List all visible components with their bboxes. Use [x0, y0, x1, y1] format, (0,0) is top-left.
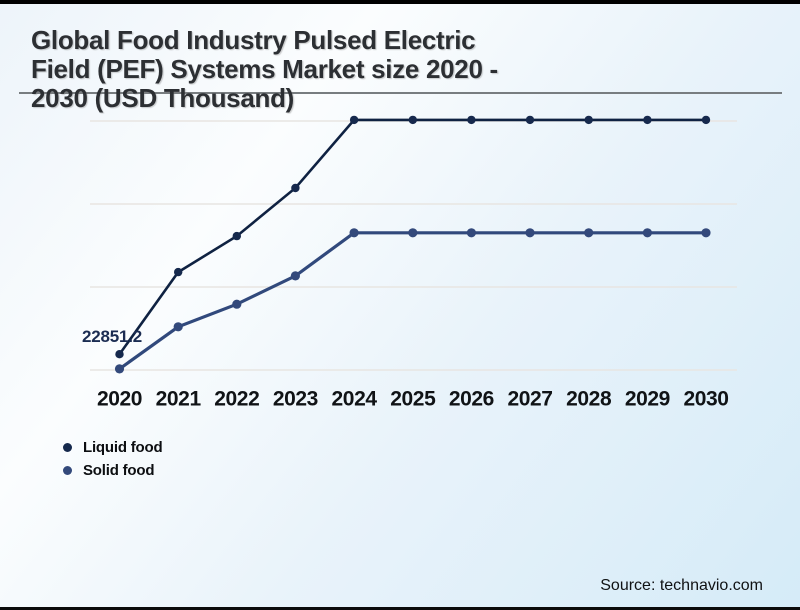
top-border [0, 0, 800, 4]
solid-food-marker-icon [63, 466, 72, 475]
legend-item-liquid-food: Liquid food [63, 436, 163, 459]
page-title-line1: Global Food Industry Pulsed Electric [31, 25, 476, 55]
title-underline [19, 92, 782, 94]
source-attribution: Source: technavio.com [600, 577, 763, 594]
svg-text:2027: 2027 [507, 388, 552, 411]
svg-text:2030: 2030 [683, 388, 728, 411]
legend: Liquid food Solid food [63, 436, 163, 482]
svg-text:2024: 2024 [332, 388, 378, 411]
svg-text:2023: 2023 [273, 388, 318, 411]
data-label-liquid-2020: 22851.2 [82, 327, 143, 346]
page-title-line2: Field (PEF) Systems Market size 2020 - [31, 54, 498, 84]
svg-text:2028: 2028 [566, 388, 612, 411]
legend-label-liquid-food: Liquid food [83, 439, 163, 456]
bottom-border [0, 607, 800, 610]
svg-text:2029: 2029 [625, 388, 670, 411]
page-title: Global Food Industry Pulsed Electric Fie… [31, 26, 498, 113]
legend-label-solid-food: Solid food [83, 462, 155, 479]
svg-text:2025: 2025 [390, 388, 436, 411]
page-title-line3: 2030 (USD Thousand) [31, 83, 295, 113]
svg-text:2020: 2020 [97, 388, 142, 411]
liquid-food-marker-icon [63, 443, 72, 452]
svg-text:2022: 2022 [214, 388, 259, 411]
svg-text:2026: 2026 [449, 388, 494, 411]
svg-text:2021: 2021 [156, 388, 202, 411]
legend-item-solid-food: Solid food [63, 459, 162, 482]
